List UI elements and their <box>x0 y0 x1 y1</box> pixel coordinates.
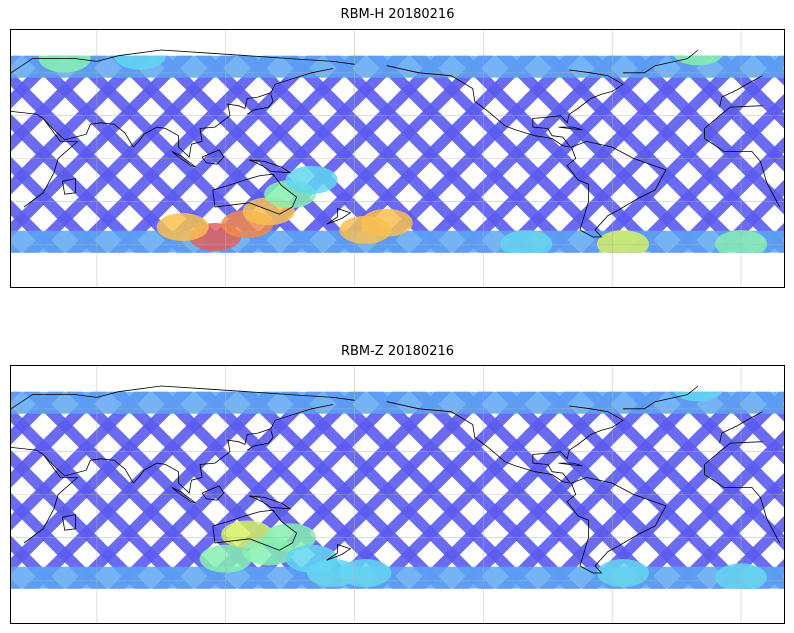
coastline <box>62 514 76 531</box>
anomaly-blob <box>596 559 649 588</box>
coastline <box>11 385 763 444</box>
coastline <box>11 441 781 544</box>
coastline <box>62 178 76 195</box>
coastline <box>171 151 196 168</box>
coastline <box>386 401 572 484</box>
coastlines <box>11 49 781 238</box>
graticule <box>11 366 784 623</box>
anomaly-blob <box>500 230 553 253</box>
coastline <box>566 140 667 238</box>
coastline <box>326 544 352 561</box>
coastline <box>201 485 225 501</box>
anomaly-blob <box>673 391 723 402</box>
panel-title-1: RBM-H 20180216 <box>340 7 455 22</box>
swath-layer <box>11 55 784 253</box>
anomaly-blob <box>339 559 392 588</box>
coastline <box>558 126 583 131</box>
coastline <box>212 173 298 215</box>
coastline <box>246 430 274 451</box>
coastline <box>171 487 196 504</box>
coastline <box>11 105 781 208</box>
coastline <box>623 49 699 74</box>
anomaly-blob <box>113 55 166 70</box>
anomaly-blob <box>596 230 649 253</box>
coastline <box>246 94 274 115</box>
coastline <box>201 149 225 165</box>
coastline <box>558 462 583 467</box>
coastline <box>532 69 624 146</box>
south-polar-strip <box>11 566 784 589</box>
coastline <box>532 405 624 482</box>
map-panel-2 <box>10 365 785 624</box>
anomaly-blob <box>285 165 338 194</box>
map-canvas-1 <box>11 30 784 287</box>
coastline <box>212 509 298 551</box>
coastline <box>249 495 292 510</box>
coastline <box>566 476 667 574</box>
coastline <box>42 404 334 494</box>
anomaly-blob <box>673 55 723 66</box>
anomaly-blob <box>38 55 91 73</box>
coastline <box>42 68 334 158</box>
anomaly-blob <box>156 213 209 242</box>
panel-title-2: RBM-Z 20180216 <box>340 344 455 359</box>
coastline <box>326 208 352 225</box>
swath-layer <box>11 391 784 589</box>
coastline <box>623 385 699 410</box>
anomaly-blob <box>360 208 413 237</box>
coastline <box>386 65 572 148</box>
coastlines <box>11 385 781 574</box>
coastline <box>249 159 292 174</box>
north-polar-strip <box>11 391 784 414</box>
map-panel-1 <box>10 29 785 288</box>
graticule <box>11 30 784 287</box>
map-canvas-2 <box>11 366 784 623</box>
coastline <box>11 49 763 108</box>
north-polar-strip <box>11 55 784 78</box>
